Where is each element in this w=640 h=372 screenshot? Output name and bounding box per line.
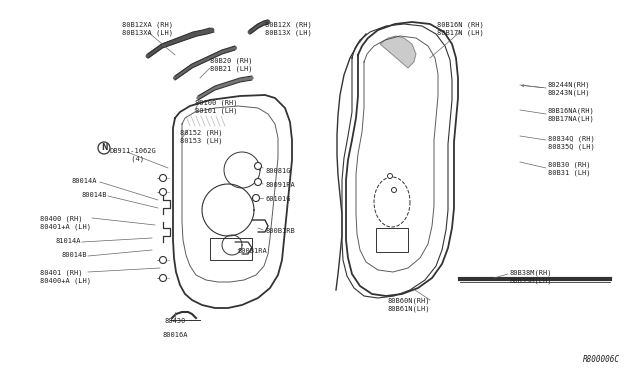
Circle shape [392,187,397,192]
Text: DB911-1062G
     (4): DB911-1062G (4) [110,148,157,162]
Bar [210,238,252,260]
Text: 80B12X (RH)
80B13X (LH): 80B12X (RH) 80B13X (LH) [265,22,312,36]
Text: 80244N(RH)
80243N(LH): 80244N(RH) 80243N(LH) [548,82,591,96]
Circle shape [159,174,166,182]
Text: 80B38M(RH)
80B39M(LH): 80B38M(RH) 80B39M(LH) [510,270,552,285]
Text: 80014B: 80014B [62,252,88,258]
Circle shape [253,195,259,202]
Text: 80081G: 80081G [265,168,291,174]
Text: 80B16NA(RH)
80B17NA(LH): 80B16NA(RH) 80B17NA(LH) [548,108,595,122]
Circle shape [159,257,166,263]
Text: 80B60N(RH)
80B61N(LH): 80B60N(RH) 80B61N(LH) [388,298,431,312]
Text: N: N [100,144,108,153]
Text: 80014B: 80014B [82,192,108,198]
Text: 80100 (RH)
80101 (LH): 80100 (RH) 80101 (LH) [195,100,237,115]
Text: 80401 (RH)
80400+A (LH): 80401 (RH) 80400+A (LH) [40,270,91,285]
Text: 80014A: 80014A [72,178,97,184]
Text: 81014A: 81014A [55,238,81,244]
Circle shape [387,173,392,179]
Text: 800B1RB: 800B1RB [265,228,295,234]
Text: 80400 (RH)
80401+A (LH): 80400 (RH) 80401+A (LH) [40,215,91,230]
Circle shape [159,275,166,282]
Text: 80152 (RH)
80153 (LH): 80152 (RH) 80153 (LH) [180,130,223,144]
Text: 60101G: 60101G [265,196,291,202]
Text: 80091RA: 80091RA [265,182,295,188]
Text: 80B12XA (RH)
80B13XA (LH): 80B12XA (RH) 80B13XA (LH) [122,22,173,36]
Text: 800B1RA: 800B1RA [238,248,268,254]
Polygon shape [380,36,416,68]
Text: 80834Q (RH)
80835Q (LH): 80834Q (RH) 80835Q (LH) [548,135,595,150]
Circle shape [159,189,166,196]
Text: 80016A: 80016A [163,332,188,338]
Text: 80B20 (RH)
80B21 (LH): 80B20 (RH) 80B21 (LH) [210,58,253,73]
Text: 80B30 (RH)
80B31 (LH): 80B30 (RH) 80B31 (LH) [548,162,591,176]
Text: R800006C: R800006C [583,355,620,364]
Bar [376,228,408,252]
Circle shape [255,163,262,170]
Circle shape [255,179,262,186]
Text: 80430: 80430 [164,318,186,324]
Text: 80B16N (RH)
80B17N (LH): 80B16N (RH) 80B17N (LH) [436,22,483,36]
